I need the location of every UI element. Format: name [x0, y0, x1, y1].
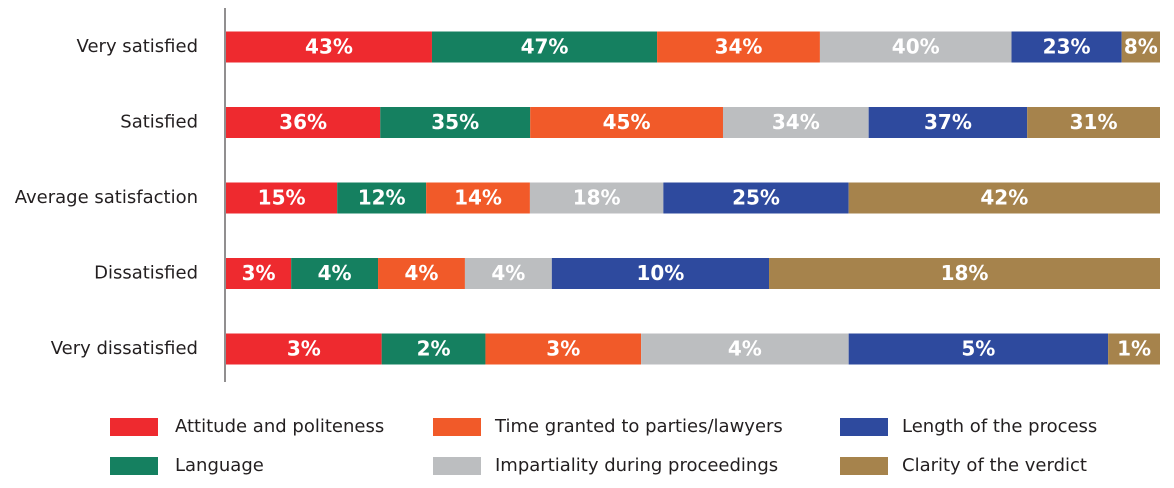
- bar-segment: [291, 258, 379, 289]
- value-label: 8%: [1124, 35, 1158, 59]
- value-label: 35%: [431, 110, 479, 134]
- bar-segment: [848, 182, 1160, 214]
- legend-label: Impartiality during proceedings: [495, 455, 778, 476]
- category-label: Very dissatisfied: [51, 338, 198, 359]
- value-label: 40%: [892, 35, 940, 59]
- bar-segment: [530, 107, 723, 138]
- bar-segment: [529, 182, 664, 214]
- value-label: 42%: [980, 186, 1028, 210]
- legend-label: Time granted to parties/lawyers: [494, 416, 783, 437]
- value-label: 12%: [358, 186, 406, 210]
- bar-segment: [769, 258, 1160, 289]
- category-label: Satisfied: [120, 112, 198, 133]
- category-label: Very satisfied: [77, 36, 198, 57]
- value-label: 4%: [318, 261, 352, 285]
- legend-swatch: [110, 418, 158, 436]
- bar-segment: [819, 31, 1012, 63]
- value-label: 34%: [772, 110, 820, 134]
- value-label: 3%: [287, 337, 321, 361]
- value-label: 1%: [1117, 337, 1151, 361]
- bar-segment: [226, 333, 382, 365]
- bar-segment: [226, 31, 432, 63]
- bar-segment: [426, 182, 530, 214]
- bar-segment: [464, 258, 552, 289]
- bar-segment: [1027, 107, 1160, 138]
- bar-segment: [551, 258, 770, 289]
- value-label: 4%: [405, 261, 439, 285]
- category-label: Dissatisfied: [94, 263, 198, 284]
- value-label: 18%: [573, 186, 621, 210]
- value-label: 47%: [521, 35, 569, 59]
- value-label: 4%: [491, 261, 525, 285]
- bar-segment: [381, 333, 486, 365]
- bar-segment: [380, 107, 531, 138]
- value-label: 23%: [1043, 35, 1091, 59]
- bar-segment: [431, 31, 658, 63]
- bar-segment: [226, 258, 292, 289]
- bar-segment: [1108, 333, 1160, 365]
- legend-swatch: [840, 457, 888, 475]
- legend-swatch: [433, 457, 481, 475]
- value-label: 3%: [546, 337, 580, 361]
- value-label: 18%: [941, 261, 989, 285]
- bar-segment: [663, 182, 849, 214]
- value-label: 36%: [279, 110, 327, 134]
- bar-segment: [378, 258, 465, 289]
- value-label: 2%: [417, 337, 451, 361]
- category-label: Average satisfaction: [15, 187, 198, 208]
- bar-segment: [848, 333, 1109, 365]
- legend-label: Attitude and politeness: [175, 416, 384, 437]
- legend-swatch: [433, 418, 481, 436]
- bar-segment: [485, 333, 642, 365]
- value-label: 25%: [732, 186, 780, 210]
- bar-segment: [226, 182, 338, 214]
- value-label: 45%: [603, 110, 651, 134]
- bar-segment: [641, 333, 849, 365]
- bar-segment: [1011, 31, 1122, 63]
- value-label: 43%: [305, 35, 353, 59]
- legend-label: Language: [175, 455, 264, 476]
- bar-segment: [722, 107, 869, 138]
- value-label: 37%: [924, 110, 972, 134]
- value-label: 15%: [258, 186, 306, 210]
- bar-segment: [337, 182, 427, 214]
- value-label: 31%: [1070, 110, 1118, 134]
- legend-swatch: [840, 418, 888, 436]
- bar-segment: [657, 31, 820, 63]
- bar-segment: [1121, 31, 1160, 63]
- value-label: 4%: [728, 337, 762, 361]
- value-label: 10%: [636, 261, 684, 285]
- value-label: 3%: [242, 261, 276, 285]
- value-label: 5%: [961, 337, 995, 361]
- bar-segment: [868, 107, 1028, 138]
- value-label: 34%: [715, 35, 763, 59]
- legend-label: Clarity of the verdict: [902, 455, 1087, 476]
- legend-label: Length of the process: [902, 416, 1097, 437]
- legend-swatch: [110, 457, 158, 475]
- value-label: 14%: [454, 186, 502, 210]
- bar-segment: [226, 107, 381, 138]
